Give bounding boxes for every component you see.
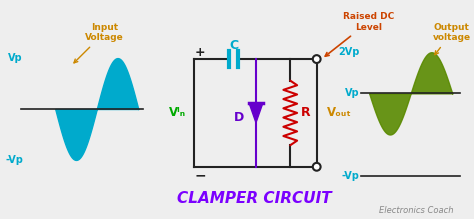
Text: Raised DC
Level: Raised DC Level xyxy=(325,12,394,56)
Text: C: C xyxy=(229,39,238,52)
Text: Vₒᵤₜ: Vₒᵤₜ xyxy=(327,106,351,119)
Text: +: + xyxy=(195,46,205,59)
Polygon shape xyxy=(249,103,263,123)
Text: Input
Voltage: Input Voltage xyxy=(74,23,124,63)
Circle shape xyxy=(313,163,320,171)
Text: Vᴵₙ: Vᴵₙ xyxy=(169,106,186,119)
Text: R: R xyxy=(301,106,311,119)
Text: -Vp: -Vp xyxy=(341,171,359,181)
Circle shape xyxy=(313,55,320,63)
Text: Output
voltage: Output voltage xyxy=(433,23,471,55)
Text: Electronics Coach: Electronics Coach xyxy=(379,206,454,215)
Text: Vp: Vp xyxy=(9,53,23,63)
Text: -Vp: -Vp xyxy=(5,155,23,165)
Text: 2Vp: 2Vp xyxy=(338,47,359,57)
Text: Vp: Vp xyxy=(345,88,359,98)
Text: D: D xyxy=(234,111,245,124)
Text: CLAMPER CIRCUIT: CLAMPER CIRCUIT xyxy=(177,191,331,206)
Text: −: − xyxy=(194,169,206,183)
